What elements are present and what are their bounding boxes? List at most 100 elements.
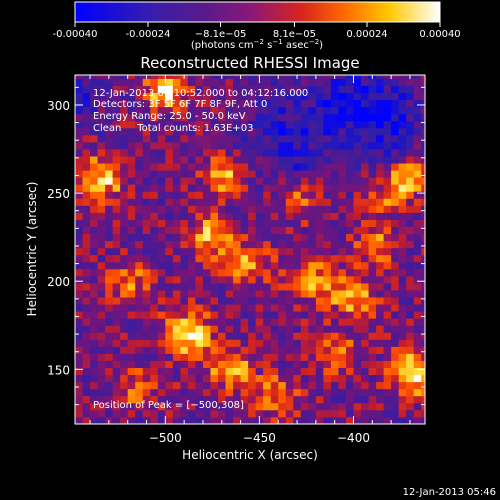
heatmap-pixel [300, 374, 309, 383]
heatmap-pixel [406, 205, 415, 213]
heatmap-pixel [97, 78, 106, 86]
heatmap-pixel [270, 156, 279, 164]
heatmap-pixel [376, 395, 385, 404]
heatmap-pixel [315, 75, 324, 79]
heatmap-pixel [285, 254, 294, 263]
heatmap-pixel [233, 156, 241, 164]
heatmap-pixel [157, 127, 166, 136]
heatmap-pixel [187, 395, 196, 404]
heatmap-pixel [421, 163, 425, 171]
heatmap-pixel [218, 297, 226, 305]
heatmap-pixel [376, 247, 385, 256]
heatmap-pixel [187, 402, 196, 411]
heatmap-pixel [187, 332, 196, 340]
heatmap-pixel [300, 247, 309, 256]
heatmap-pixel [300, 191, 309, 199]
heatmap-pixel [202, 191, 211, 199]
heatmap-pixel [263, 416, 272, 424]
heatmap-pixel [120, 268, 129, 277]
heatmap-pixel [97, 268, 106, 277]
heatmap-pixel [210, 75, 219, 79]
heatmap-pixel [210, 134, 219, 143]
y-tick-label: 250 [47, 187, 70, 201]
heatmap-pixel [338, 318, 347, 326]
heatmap-pixel [225, 205, 234, 213]
heatmap-pixel [180, 92, 189, 101]
heatmap-pixel [90, 325, 98, 333]
heatmap-pixel [187, 346, 196, 354]
heatmap-pixel [233, 212, 241, 220]
heatmap-pixel [293, 120, 302, 129]
heatmap-pixel [172, 85, 181, 94]
heatmap-pixel [285, 127, 294, 136]
heatmap-pixel [383, 85, 392, 94]
heatmap-pixel [225, 282, 234, 291]
heatmap-pixel [361, 106, 369, 115]
heatmap-pixel [270, 219, 279, 227]
heatmap-pixel [376, 78, 385, 86]
heatmap-pixel [383, 134, 392, 143]
heatmap-pixel [330, 191, 339, 199]
heatmap-pixel [300, 75, 309, 79]
heatmap-pixel [345, 395, 354, 404]
heatmap-pixel [330, 339, 339, 347]
heatmap-pixel [180, 99, 189, 108]
heatmap-pixel [240, 106, 249, 115]
heatmap-pixel [180, 134, 189, 143]
heatmap-pixel [172, 282, 181, 291]
heatmap-pixel [398, 85, 407, 94]
heatmap-pixel [75, 339, 83, 347]
heatmap-pixel [263, 134, 272, 143]
heatmap-pixel [172, 177, 181, 185]
heatmap-pixel [368, 325, 377, 333]
heatmap-pixel [240, 374, 249, 383]
heatmap-pixel [278, 198, 287, 206]
heatmap-pixel [330, 346, 339, 354]
heatmap-pixel [82, 247, 91, 256]
heatmap-pixel [315, 381, 324, 390]
heatmap-pixel [368, 205, 377, 213]
heatmap-pixel [240, 75, 249, 79]
heatmap-pixel [165, 282, 174, 291]
heatmap-pixel [353, 374, 362, 383]
heatmap-pixel [180, 113, 189, 122]
heatmap-pixel [90, 191, 98, 199]
heatmap-pixel [82, 311, 91, 319]
heatmap-pixel [75, 120, 83, 129]
heatmap-pixel [165, 247, 174, 256]
heatmap-pixel [368, 113, 377, 122]
heatmap-pixel [157, 198, 166, 206]
heatmap-pixel [120, 184, 129, 192]
heatmap-pixel [338, 247, 347, 256]
heatmap-pixel [361, 141, 369, 150]
heatmap-pixel [165, 205, 174, 213]
heatmap-pixel [255, 184, 264, 192]
heatmap-pixel [135, 304, 144, 312]
heatmap-pixel [421, 127, 425, 136]
heatmap-pixel [330, 402, 339, 411]
heatmap-pixel [278, 78, 287, 86]
heatmap-pixel [127, 212, 136, 220]
heatmap-pixel [345, 212, 354, 220]
heatmap-pixel [413, 254, 422, 263]
heatmap-pixel [293, 332, 302, 340]
heatmap-pixel [187, 92, 196, 101]
heatmap-pixel [248, 395, 257, 404]
heatmap-pixel [361, 332, 369, 340]
heatmap-pixel [233, 134, 241, 143]
heatmap-pixel [180, 184, 189, 192]
heatmap-pixel [300, 311, 309, 319]
heatmap-pixel [383, 290, 392, 298]
heatmap-pixel [142, 205, 151, 213]
heatmap-pixel [218, 409, 226, 418]
colorbar-tick-label: 0.00024 [346, 29, 387, 40]
heatmap-pixel [398, 402, 407, 411]
heatmap-pixel [255, 311, 264, 319]
heatmap-pixel [406, 318, 415, 326]
heatmap-pixel [330, 311, 339, 319]
heatmap-pixel [376, 149, 385, 157]
heatmap-pixel [315, 282, 324, 291]
heatmap-pixel [195, 388, 204, 397]
heatmap-pixel [82, 360, 91, 368]
heatmap-pixel [82, 113, 91, 122]
